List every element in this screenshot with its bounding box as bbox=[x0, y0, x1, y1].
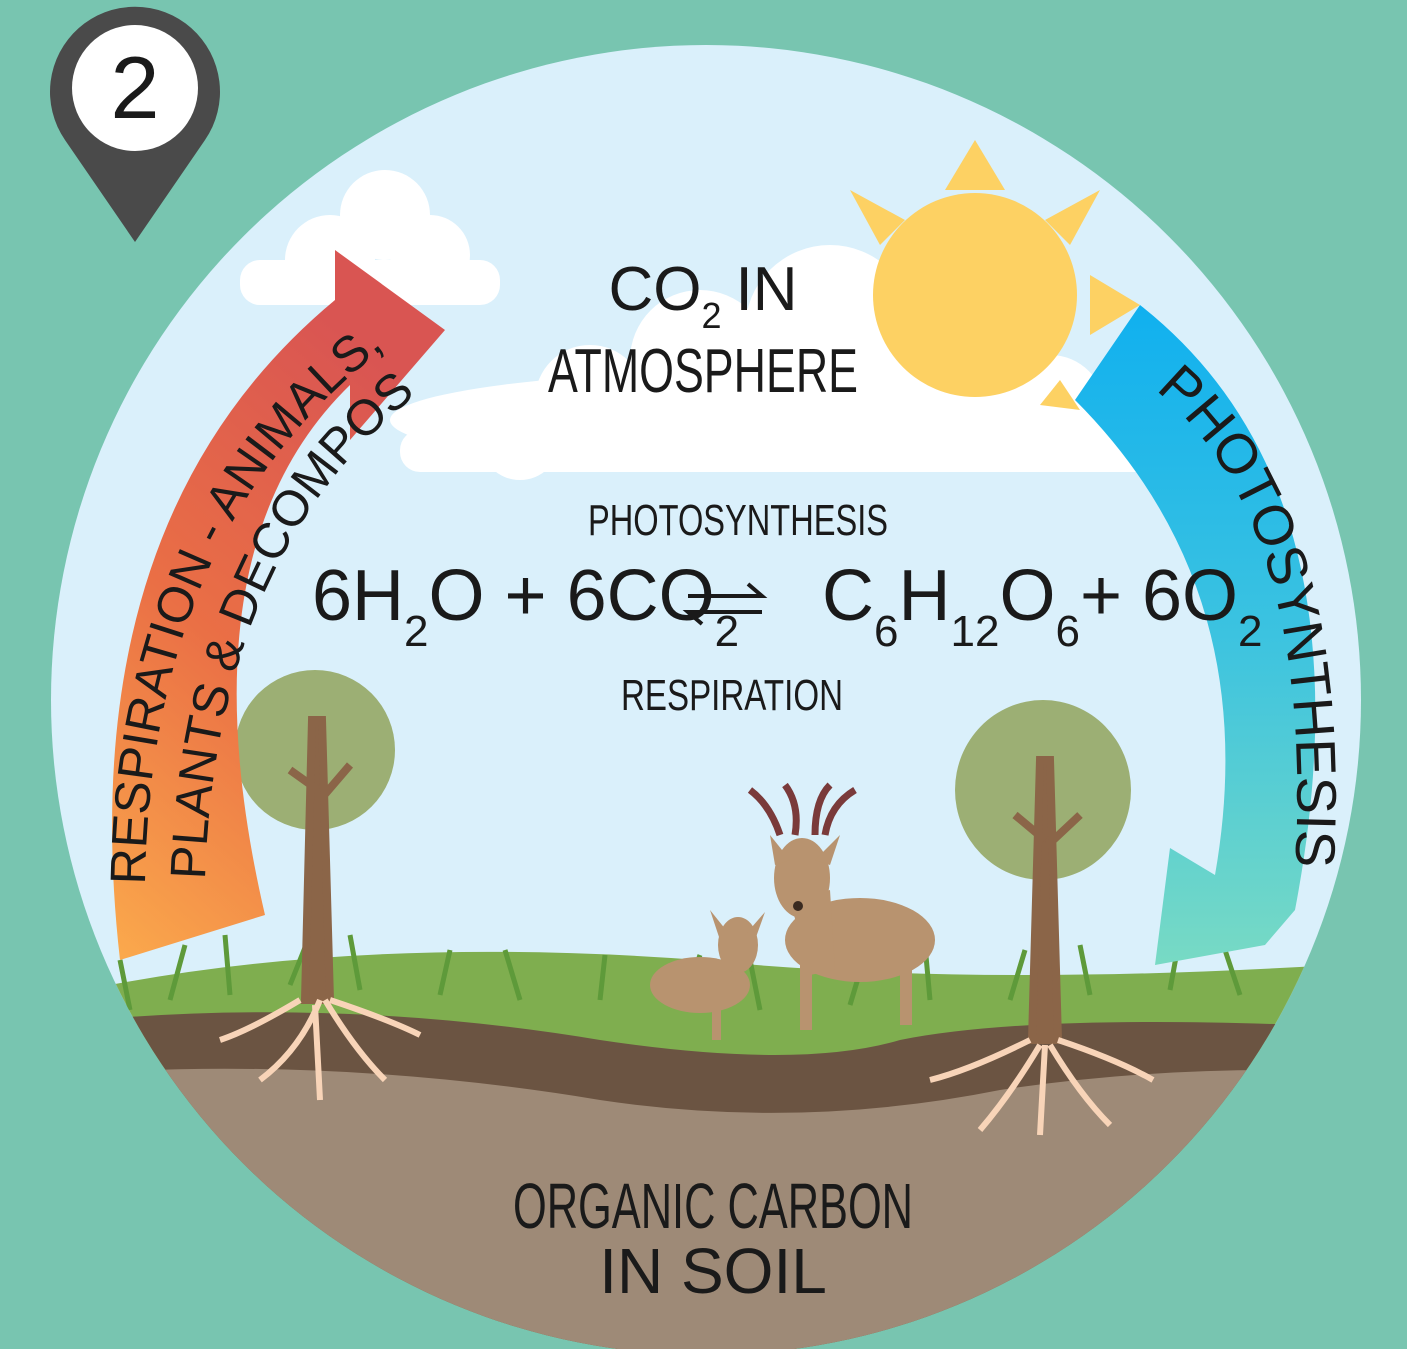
deer-part bbox=[793, 901, 803, 911]
carbon-cycle-diagram: 2 CO2IN ATMOSPHERE PHOTOSYNTHESIS 6H2O +… bbox=[0, 0, 1407, 1349]
deer-part bbox=[718, 917, 758, 973]
formula-subscript: 12 bbox=[950, 607, 999, 656]
atmosphere-in: IN bbox=[736, 255, 798, 324]
formula-subscript: 2 bbox=[1238, 607, 1262, 656]
location-marker: 2 bbox=[50, 7, 220, 242]
formula-part: C bbox=[822, 556, 874, 636]
formula-subscript: 2 bbox=[404, 607, 428, 656]
sun-part bbox=[873, 193, 1077, 397]
atmosphere-line2: ATMOSPHERE bbox=[548, 337, 858, 406]
soil-line1: ORGANIC CARBON bbox=[513, 1170, 913, 1242]
deer-part bbox=[712, 990, 721, 1040]
atmosphere-co: CO bbox=[608, 255, 701, 324]
marker-number: 2 bbox=[111, 38, 160, 137]
formula-subscript: 2 bbox=[715, 607, 739, 656]
equation-bottom-label: RESPIRATION bbox=[621, 671, 843, 720]
formula-part: H bbox=[898, 556, 950, 636]
formula-part: + 6O bbox=[1080, 556, 1238, 636]
soil-line2: IN SOIL bbox=[599, 1235, 827, 1307]
deer-part bbox=[900, 950, 912, 1025]
formula-part: O + 6CO bbox=[429, 556, 715, 636]
deer-part bbox=[800, 950, 812, 1030]
clouds-part bbox=[400, 430, 1160, 472]
atmosphere-sub: 2 bbox=[701, 295, 721, 336]
formula-part: 6H bbox=[312, 556, 404, 636]
equation-top-label: PHOTOSYNTHESIS bbox=[588, 496, 888, 545]
formula-subscript: 6 bbox=[874, 607, 898, 656]
formula-subscript: 6 bbox=[1055, 607, 1079, 656]
formula-part: O bbox=[999, 556, 1055, 636]
